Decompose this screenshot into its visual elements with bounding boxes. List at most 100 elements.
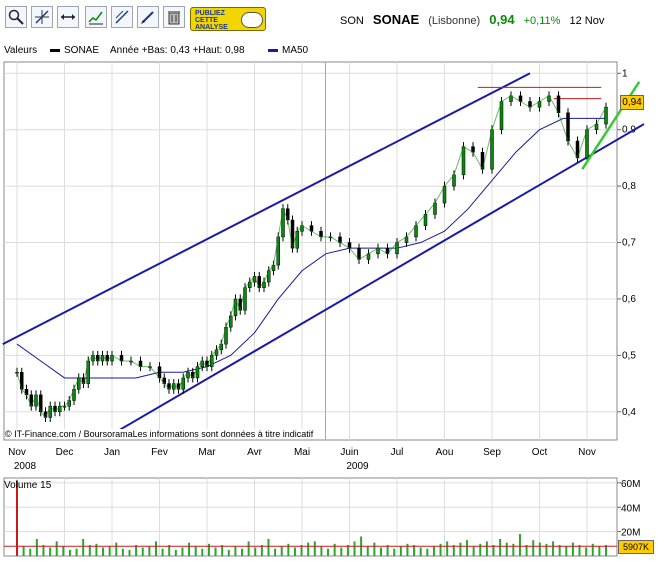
volume-bar [234,546,237,556]
volume-bar [293,547,296,556]
price-tick-label: 0,8 [622,181,636,192]
trash-button[interactable] [163,6,185,28]
volume-bar [241,548,244,556]
volume-bar [466,540,469,556]
quote-name: SONAE [372,12,420,27]
volume-bar [207,543,210,556]
year-label: 2008 [14,461,37,472]
volume-bar [227,549,230,556]
volume-bar [108,546,111,556]
quote-last: 0,94 [489,12,515,27]
crosshair-button[interactable] [31,6,53,28]
price-tick-label: 1 [622,68,628,79]
volume-bar [485,541,488,556]
volume-bar [373,542,376,556]
price-tick-label: 0,6 [622,294,636,305]
volume-bar [55,541,58,556]
volume-bar [214,547,217,556]
volume-bar [128,549,131,556]
volume-bar [135,545,138,556]
volume-bar [605,545,607,556]
channel-lower-line [111,123,645,436]
volume-bar [452,545,455,556]
volume-bar [379,547,382,556]
legend-series-swatch [50,48,60,52]
trash-icon [168,11,180,25]
volume-bar [565,546,568,556]
volume-bar [327,548,330,556]
volume-bar [88,545,91,556]
legend-ma-name: MA50 [282,45,309,56]
price-tick-label: 0,7 [622,238,636,249]
horizontal-line-button[interactable] [57,6,79,28]
volume-bar [479,543,482,556]
volume-bar [340,547,343,556]
publish-analysis-button[interactable]: PUBLIEZ CETTE ANALYSE [190,7,266,31]
volume-bar [346,545,349,556]
volume-bar [201,548,204,556]
volume-bar [82,538,85,556]
volume-bar [16,480,18,556]
volume-bar [300,545,303,556]
volume-bar [95,543,98,556]
price-panel-frame [3,61,618,441]
volume-panel-frame [3,477,618,557]
volume-tick-label: 40M [621,503,640,514]
volume-bar [459,542,462,556]
volume-bar [102,547,105,556]
chart-legend: Valeurs SONAE Année +Bas: 0,43 +Haut: 0,… [0,43,620,59]
legend-ma: MA50 [268,43,308,59]
volume-tick-label: 60M [621,479,640,490]
price-tick-label: 0,5 [622,350,636,361]
volume-bar [413,545,416,556]
volume-bar [439,543,442,556]
volume-bar [274,548,277,556]
volume-bar [148,546,151,556]
volume-bar [419,547,422,556]
volume-bar [585,547,588,556]
volume-bar [512,543,515,556]
volume-bar [578,545,581,556]
trend-line-button[interactable] [111,6,133,28]
month-label: Jul [391,447,404,458]
volume-bar [75,548,78,556]
month-label: Dec [56,447,74,458]
copyright-notice: © IT-Finance.com / BoursoramaLes informa… [5,429,314,439]
month-label: Jan [104,447,120,458]
pen-button[interactable] [137,6,159,28]
month-label: Oct [532,447,548,458]
volume-bar [472,546,475,556]
speech-bubble-icon [241,12,263,28]
indicator-chart-button[interactable] [85,6,107,28]
volume-tick-label: 20M [621,528,640,539]
month-label: Avr [247,447,262,458]
quote-change: +0,11% [523,15,561,27]
pen-icon [141,11,154,24]
volume-bar [353,541,356,556]
legend-series-name: SONAE [64,45,100,56]
zoom-button[interactable] [5,6,27,28]
quote-bar: SON SONAE (Lisbonne) 0,94 +0,11% 12 Nov [340,12,610,27]
legend-series: SONAE [50,43,99,59]
volume-bar [386,545,389,556]
year-label: 2009 [346,461,369,472]
volume-bar [267,538,270,556]
crosshair-icon [35,10,49,24]
price-tick-label: 0,9 [622,125,636,136]
volume-bar [141,547,144,556]
month-label: Nov [8,447,26,458]
quote-exchange: (Lisbonne) [428,15,481,27]
volume-bar [68,549,71,556]
volume-bar [545,543,548,556]
volume-bar [399,546,402,556]
volume-bar [247,541,250,556]
indicator-chart-icon [88,11,103,25]
volume-bar [115,542,118,556]
last-price-badge: 0,94 [620,95,644,110]
trend-line-icon [115,10,129,24]
volume-bar [307,542,310,556]
price-tick-label: 0,4 [622,407,636,418]
volume-bar [161,548,164,556]
volume-bar [538,542,541,556]
